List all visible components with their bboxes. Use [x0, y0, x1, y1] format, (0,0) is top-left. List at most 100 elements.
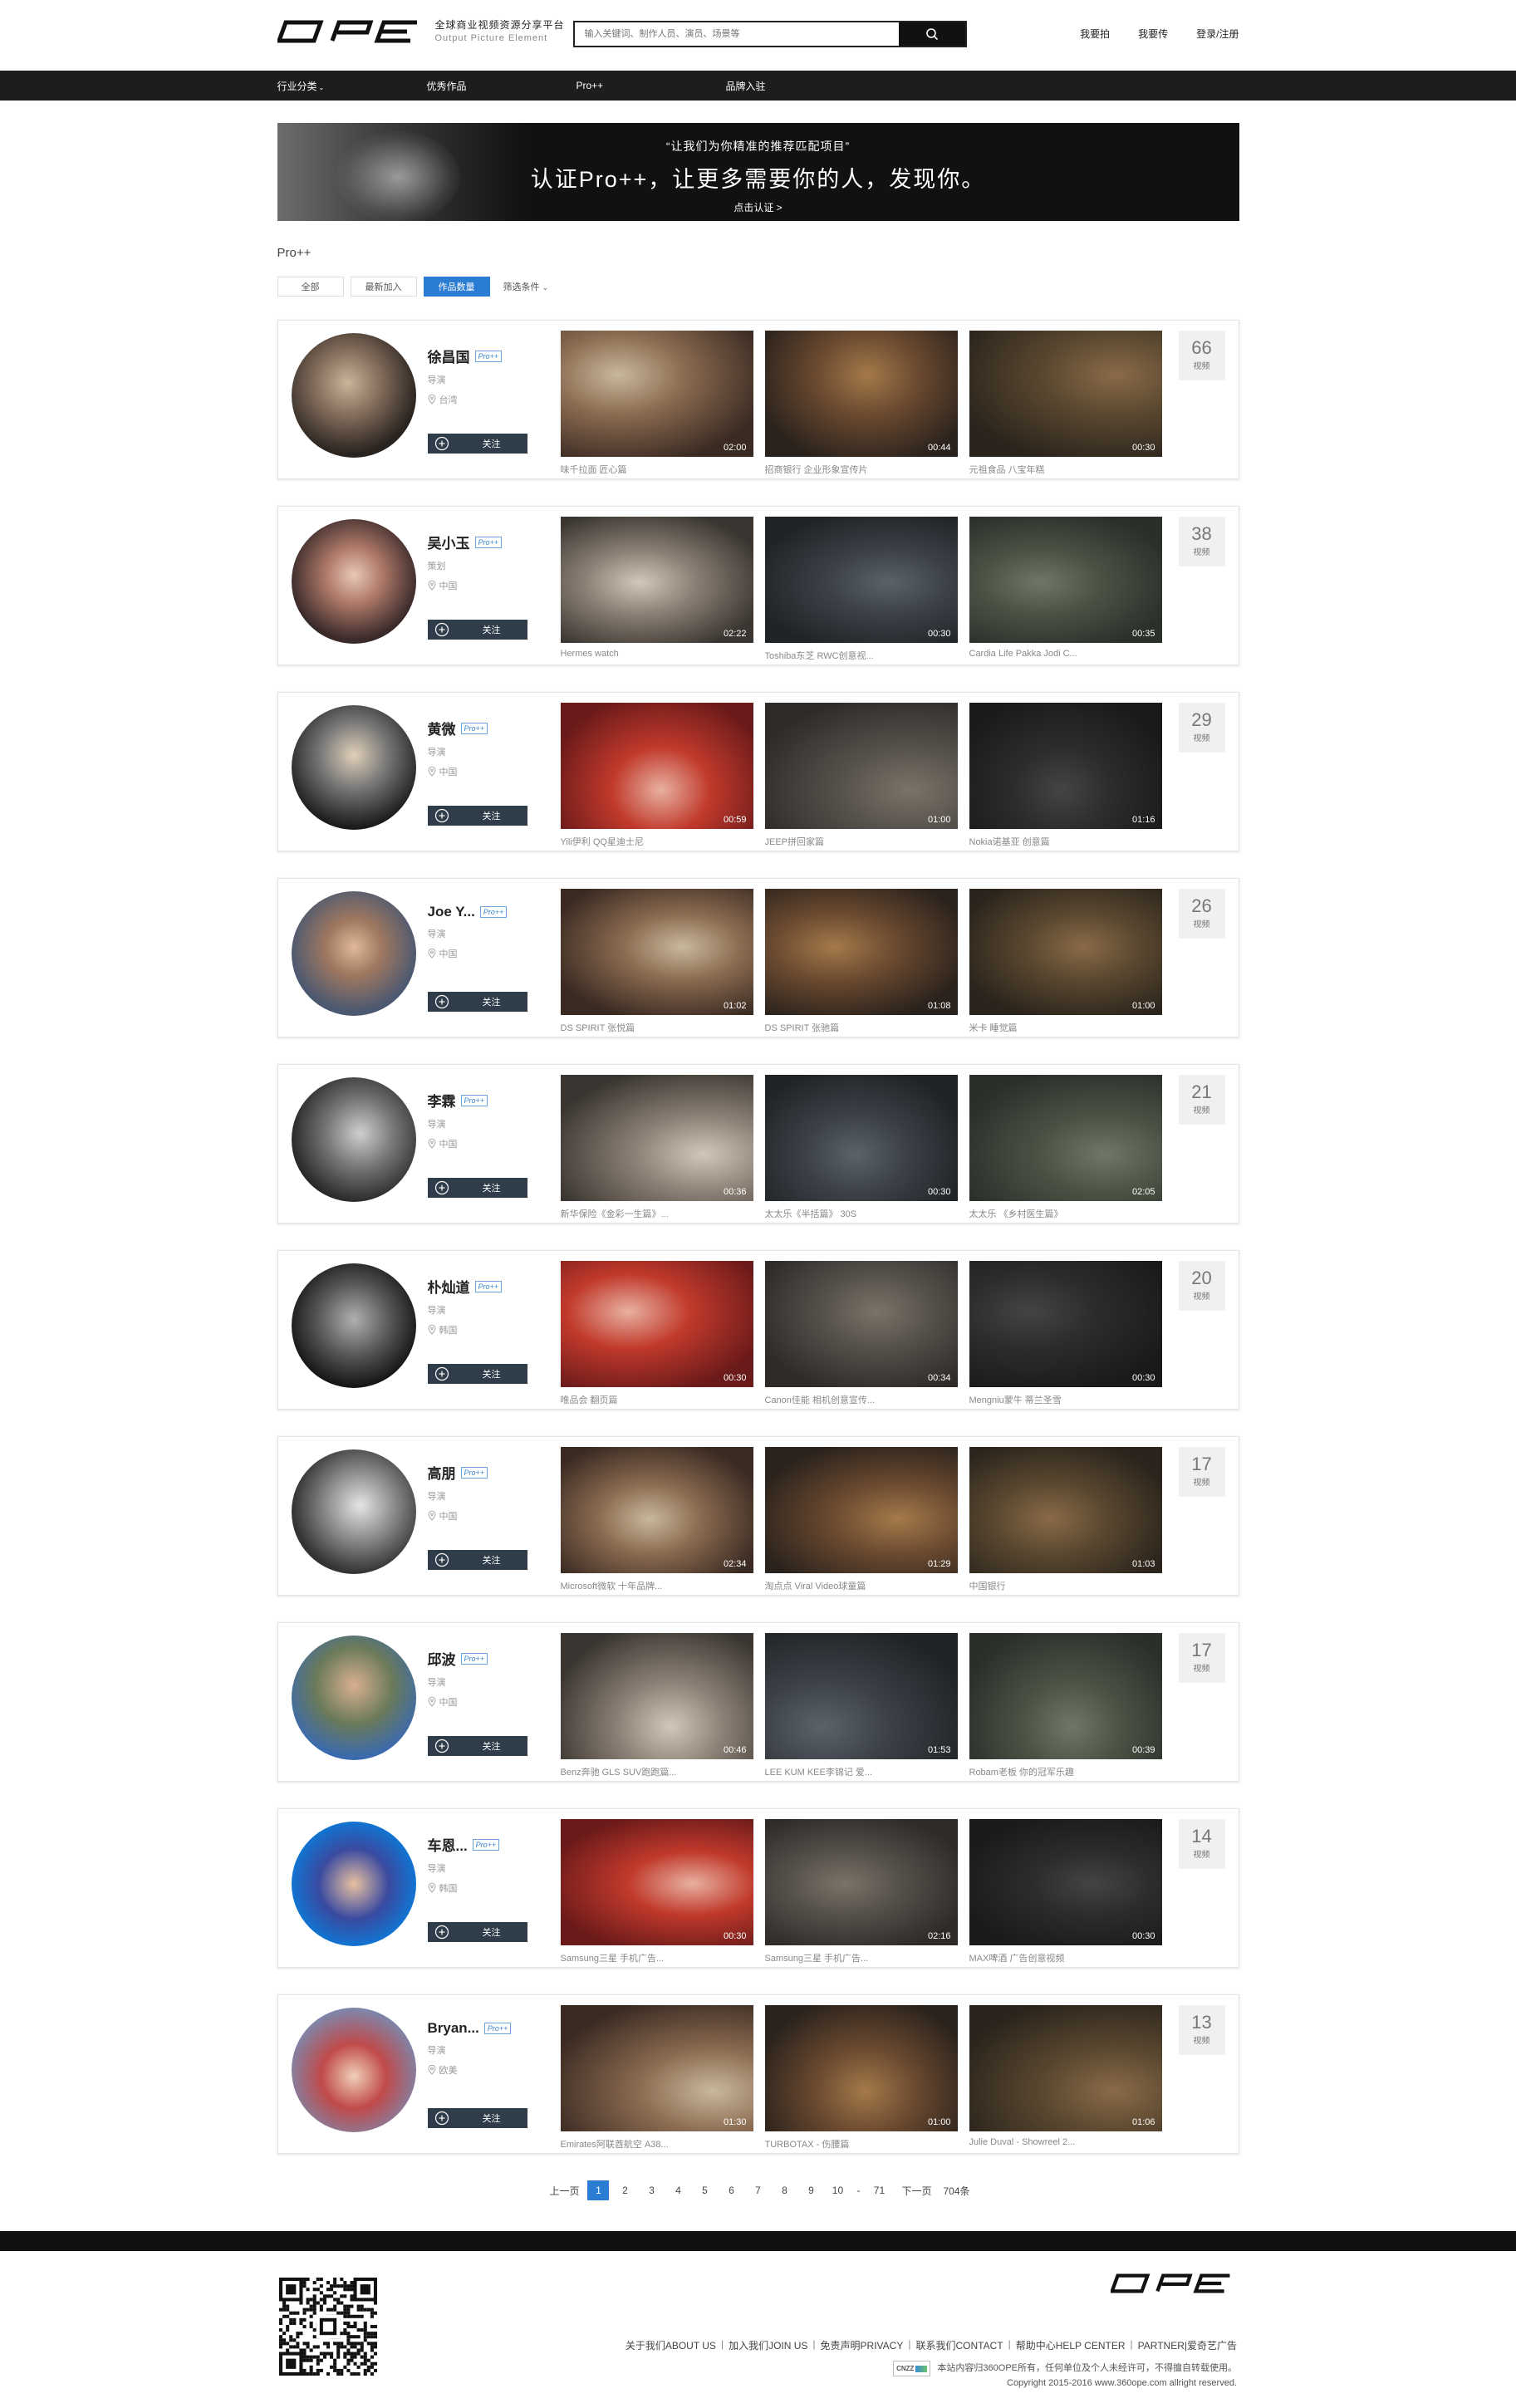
work-item[interactable]: 00:59 Yili伊利 QQ星迪士尼	[560, 703, 753, 848]
work-thumbnail[interactable]: 00:35	[969, 517, 1162, 643]
work-thumbnail[interactable]: 02:34	[560, 1447, 753, 1573]
footer-link[interactable]: 关于我们ABOUT US	[625, 2340, 716, 2352]
work-title[interactable]: Canon佳能 相机创意宣传...	[764, 1395, 876, 1405]
work-thumbnail[interactable]: 00:59	[560, 703, 753, 829]
creator-name[interactable]: 李霖	[427, 1094, 456, 1110]
work-thumbnail[interactable]: 01:16	[969, 703, 1162, 829]
avatar[interactable]	[291, 1077, 416, 1202]
work-title[interactable]: LEE KUM KEE李锦记 爱...	[764, 1768, 873, 1778]
footer-link[interactable]: 帮助中心HELP CENTER	[1015, 2340, 1126, 2352]
work-title[interactable]: Samsung三星 手机广告...	[764, 1954, 869, 1964]
footer-link[interactable]: 加入我们JOIN US	[729, 2340, 808, 2352]
avatar[interactable]	[291, 519, 416, 644]
work-thumbnail[interactable]: 01:29	[764, 1447, 958, 1573]
work-item[interactable]: 01:02 DS SPIRIT 张悦篇	[560, 889, 753, 1034]
work-title[interactable]: Microsoft微软 十年品牌...	[560, 1582, 663, 1591]
nav-industry[interactable]: 行业分类 ⌄	[277, 79, 427, 93]
search-button[interactable]	[898, 22, 965, 46]
avatar[interactable]	[291, 1449, 416, 1574]
work-item[interactable]: 01:08 DS SPIRIT 张驰篇	[764, 889, 958, 1034]
work-item[interactable]: 00:44 招商银行 企业形象宣传片	[764, 331, 958, 476]
work-thumbnail[interactable]: 02:16	[764, 1819, 958, 1945]
last-page-number[interactable]: 71	[873, 2185, 886, 2196]
work-thumbnail[interactable]: 00:30	[764, 1075, 958, 1201]
upload-link[interactable]: 我要传	[1138, 28, 1169, 40]
follow-button[interactable]: 关注	[427, 1178, 527, 1198]
follow-button[interactable]: 关注	[427, 992, 527, 1012]
work-item[interactable]: 02:22 Hermes watch	[560, 517, 753, 662]
shoot-link[interactable]: 我要拍	[1080, 28, 1111, 40]
page-number[interactable]: 4	[675, 2185, 681, 2196]
work-item[interactable]: 01:03 中国银行	[969, 1447, 1162, 1592]
work-title[interactable]: TURBOTAX - 伤腰篇	[764, 2140, 850, 2150]
follow-button[interactable]: 关注	[427, 1364, 527, 1384]
work-thumbnail[interactable]: 02:22	[560, 517, 753, 643]
pro-banner[interactable]: “让我们为你精准的推荐匹配项目” 认证Pro++，让更多需要你的人，发现你。 点…	[277, 123, 1239, 221]
nav-pro[interactable]: Pro++	[576, 80, 604, 91]
work-title[interactable]: Mengniu蒙牛 蒂兰圣雪	[969, 1395, 1062, 1405]
avatar[interactable]	[291, 1636, 416, 1760]
creator-name[interactable]: Joe Y...	[427, 904, 475, 920]
work-thumbnail[interactable]: 00:30	[969, 1819, 1162, 1945]
avatar[interactable]	[291, 891, 416, 1016]
work-item[interactable]: 01:29 淘点点 Viral Video球童篇	[764, 1447, 958, 1592]
work-item[interactable]: 01:53 LEE KUM KEE李锦记 爱...	[764, 1633, 958, 1778]
work-title[interactable]: Samsung三星 手机广告...	[560, 1954, 665, 1964]
work-title[interactable]: 元祖食品 八宝年糕	[969, 465, 1045, 475]
footer-link[interactable]: 联系我们CONTACT	[915, 2340, 1003, 2352]
work-item[interactable]: 00:36 新华保险《金彩一生篇》...	[560, 1075, 753, 1220]
work-title[interactable]: 太太乐《半括篇》 30S	[764, 1209, 857, 1219]
page-number[interactable]: 8	[782, 2185, 787, 2196]
work-item[interactable]: 01:00 米卡 睡觉篇	[969, 889, 1162, 1034]
work-item[interactable]: 01:00 TURBOTAX - 伤腰篇	[764, 2005, 958, 2151]
logo[interactable]: 全球商业视频资源分享平台 Output Picture Element	[277, 18, 565, 45]
work-thumbnail[interactable]: 01:00	[764, 2005, 958, 2131]
work-thumbnail[interactable]: 02:00	[560, 331, 753, 457]
work-title[interactable]: 中国银行	[969, 1582, 1006, 1591]
work-item[interactable]: 01:00 JEEP拼回家篇	[764, 703, 958, 848]
work-item[interactable]: 00:30 Toshiba东芝 RWC创意视...	[764, 517, 958, 662]
footer-link[interactable]: 免责声明PRIVACY	[820, 2340, 904, 2352]
creator-name[interactable]: 吴小玉	[427, 536, 470, 552]
work-title[interactable]: Cardia Life Pakka Jodi C...	[969, 649, 1077, 659]
work-item[interactable]: 00:30 太太乐《半括篇》 30S	[764, 1075, 958, 1220]
footer-link[interactable]: PARTNER|爱奇艺广告	[1137, 2340, 1237, 2352]
work-item[interactable]: 00:34 Canon佳能 相机创意宣传...	[764, 1261, 958, 1406]
work-thumbnail[interactable]: 00:30	[969, 1261, 1162, 1387]
creator-name[interactable]: 车恩...	[427, 1838, 468, 1854]
next-page-button[interactable]: 下一页	[901, 2185, 932, 2197]
follow-button[interactable]: 关注	[427, 806, 527, 826]
work-item[interactable]: 00:30 MAX啤酒 广告创意视频	[969, 1819, 1162, 1964]
work-thumbnail[interactable]: 00:39	[969, 1633, 1162, 1759]
work-thumbnail[interactable]: 01:30	[560, 2005, 753, 2131]
work-thumbnail[interactable]: 00:46	[560, 1633, 753, 1759]
work-title[interactable]: Benz奔驰 GLS SUV跑跑篇...	[560, 1768, 677, 1778]
work-title[interactable]: MAX啤酒 广告创意视频	[969, 1954, 1065, 1964]
page-number[interactable]: 9	[808, 2185, 814, 2196]
work-title[interactable]: Julie Duval - Showreel 2...	[969, 2137, 1076, 2147]
work-title[interactable]: Toshiba东芝 RWC创意视...	[764, 651, 874, 661]
work-item[interactable]: 02:00 味千拉面 匠心篇	[560, 331, 753, 476]
creator-name[interactable]: 朴灿道	[427, 1280, 470, 1296]
work-item[interactable]: 01:06 Julie Duval - Showreel 2...	[969, 2005, 1162, 2151]
creator-name[interactable]: Bryan...	[427, 2020, 479, 2036]
work-thumbnail[interactable]: 01:00	[764, 703, 958, 829]
work-title[interactable]: 唯品会 翻页篇	[560, 1395, 618, 1405]
work-item[interactable]: 00:39 Robam老板 你的冠军乐趣	[969, 1633, 1162, 1778]
work-item[interactable]: 00:46 Benz奔驰 GLS SUV跑跑篇...	[560, 1633, 753, 1778]
work-title[interactable]: Robam老板 你的冠军乐趣	[969, 1768, 1075, 1778]
work-item[interactable]: 01:30 Emirates阿联酋航空 A38...	[560, 2005, 753, 2151]
follow-button[interactable]: 关注	[427, 1736, 527, 1756]
avatar[interactable]	[291, 333, 416, 458]
work-item[interactable]: 00:30 Samsung三星 手机广告...	[560, 1819, 753, 1964]
work-thumbnail[interactable]: 00:30	[764, 517, 958, 643]
work-title[interactable]: 味千拉面 匠心篇	[560, 465, 627, 475]
work-title[interactable]: Hermes watch	[560, 649, 619, 659]
work-thumbnail[interactable]: 00:30	[560, 1261, 753, 1387]
work-item[interactable]: 02:05 太太乐 《乡村医生篇》	[969, 1075, 1162, 1220]
work-item[interactable]: 00:35 Cardia Life Pakka Jodi C...	[969, 517, 1162, 662]
work-title[interactable]: DS SPIRIT 张悦篇	[560, 1023, 635, 1033]
page-number[interactable]: 10	[832, 2185, 844, 2196]
work-thumbnail[interactable]: 01:00	[969, 889, 1162, 1015]
filter-work-count[interactable]: 作品数量	[423, 277, 490, 297]
